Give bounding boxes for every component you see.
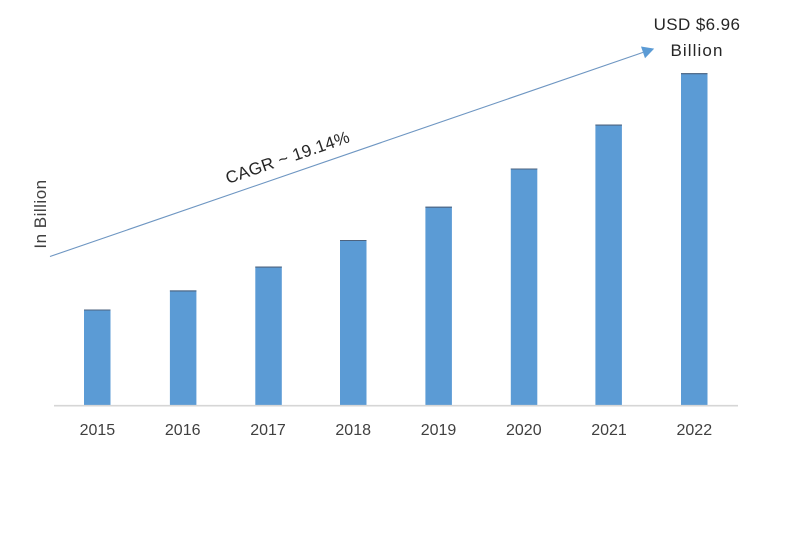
svg-text:Billion: Billion [670, 41, 723, 60]
svg-text:2020: 2020 [506, 422, 542, 439]
svg-text:2017: 2017 [250, 422, 286, 439]
svg-text:2016: 2016 [165, 422, 201, 439]
svg-text:2015: 2015 [80, 422, 116, 439]
svg-text:2021: 2021 [591, 422, 627, 439]
svg-text:2022: 2022 [677, 422, 713, 439]
svg-text:USD $6.96: USD $6.96 [654, 15, 741, 34]
svg-text:2019: 2019 [421, 422, 457, 439]
svg-text:2018: 2018 [335, 422, 371, 439]
svg-text:In Billion: In Billion [31, 179, 50, 248]
